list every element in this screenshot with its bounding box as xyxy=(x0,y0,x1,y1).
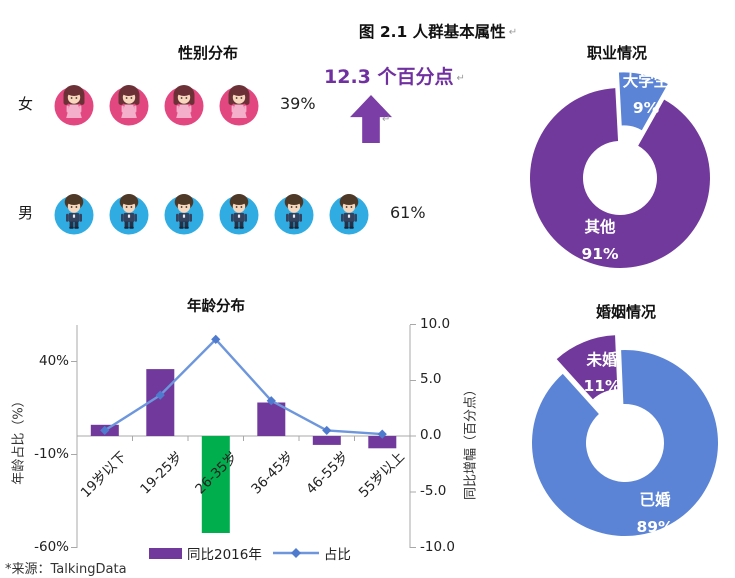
age-combo-chart xyxy=(71,324,416,548)
line-marker-19岁以下 xyxy=(100,425,110,436)
icon-strip xyxy=(52,79,272,127)
gender-chart-title: 性别分布 xyxy=(177,44,238,62)
line-marker-55岁以上 xyxy=(377,429,387,439)
right-axis-title: 同比增幅（百分点） xyxy=(463,383,479,501)
boy-icon xyxy=(54,194,94,235)
girl-icon xyxy=(109,85,149,126)
bar-46-55岁 xyxy=(312,436,341,445)
gender-row-label: 男 xyxy=(18,203,34,222)
marriage-slice-已婚 xyxy=(532,349,719,536)
gender-row-female: 女 39% xyxy=(18,79,316,127)
left-axis-tick-label: -60% xyxy=(34,538,69,555)
paragraph-mark-icon: ↵ xyxy=(456,73,465,84)
legend-label: 同比2016年 xyxy=(187,547,262,563)
left-axis-title: 年龄占比（%） xyxy=(11,394,27,485)
age-chart-title: 年龄分布 xyxy=(187,299,245,315)
legend-label: 占比 xyxy=(323,547,351,563)
girl-icon xyxy=(164,85,204,126)
bar-legend-swatch xyxy=(149,547,182,559)
left-axis-tick-label: 40% xyxy=(38,352,69,369)
figure-title: 图 2.1 人群基本属性 ↵ xyxy=(358,23,518,41)
highlight-value: 12.3 个百分点 ↵ xyxy=(324,66,465,88)
right-axis-tick-label: 10.0 xyxy=(420,315,451,332)
line-legend-marker-icon xyxy=(272,548,319,558)
source-note: *来源：TalkingData xyxy=(5,562,127,577)
gender-row-male: 男 61% xyxy=(18,188,426,236)
bar-55岁以上 xyxy=(368,436,397,449)
boy-icon xyxy=(109,194,149,235)
marriage-donut-chart xyxy=(532,335,719,536)
icon-strip xyxy=(52,188,382,236)
legend-item-line: 占比 xyxy=(272,543,351,563)
boy-icon xyxy=(219,194,259,235)
line-marker-19-25岁 xyxy=(155,390,165,400)
proportion-line xyxy=(104,338,383,436)
paragraph-mark-icon: ↵ xyxy=(382,114,391,125)
gender-row-label: 女 xyxy=(18,94,34,113)
line-marker-36-45岁 xyxy=(266,396,276,406)
gender-pct-value: 61% xyxy=(390,202,426,222)
bar-19-25岁 xyxy=(146,369,175,436)
bar-26-35岁 xyxy=(201,436,230,533)
right-axis-tick-label: 5.0 xyxy=(420,371,442,388)
boy-icon xyxy=(164,194,204,235)
bar-36-45岁 xyxy=(257,402,286,436)
occupation-donut-chart xyxy=(529,72,710,268)
marriage-slice-未婚 xyxy=(556,335,618,400)
boy-icon xyxy=(329,194,369,235)
chart-axes xyxy=(71,324,416,548)
right-axis-tick-label: 0.0 xyxy=(420,427,442,443)
paragraph-mark-icon: ↵ xyxy=(508,27,518,38)
marriage-chart-title: 婚姻情况 xyxy=(595,303,656,321)
right-axis-tick-label: -5.0 xyxy=(420,482,447,499)
girl-icon xyxy=(54,85,94,126)
girl-icon xyxy=(219,85,259,126)
line-marker-46-55岁 xyxy=(322,425,332,436)
occupation-chart-title: 职业情况 xyxy=(586,44,647,62)
age-chart-legend: 同比2016年 占比 xyxy=(149,543,361,563)
legend-item-bar: 同比2016年 xyxy=(149,543,262,563)
right-axis-tick-label: -10.0 xyxy=(420,538,455,555)
gender-pct-value: 39% xyxy=(280,93,316,113)
boy-icon xyxy=(274,194,314,235)
left-axis-tick-label: -10% xyxy=(34,445,69,462)
occupation-slice-大学生 xyxy=(618,72,668,131)
occupation-slice-其他 xyxy=(529,88,710,268)
